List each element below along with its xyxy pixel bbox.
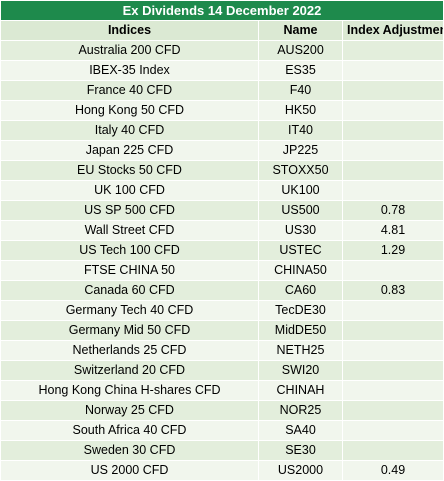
cell-adjustment: [341, 420, 444, 441]
cell-index: EU Stocks 50 CFD: [0, 160, 259, 181]
cell-adjustment: [341, 120, 444, 141]
table-row: US SP 500 CFD US500 0.78: [0, 200, 444, 221]
cell-name: CA60: [258, 280, 343, 301]
cell-index: Canada 60 CFD: [0, 280, 259, 301]
cell-name: NETH25: [258, 340, 343, 361]
table-row: US Tech 100 CFD USTEC 1.29: [0, 240, 444, 261]
cell-adjustment: [341, 100, 444, 121]
cell-adjustment: [341, 340, 444, 361]
table-row: Switzerland 20 CFD SWI20: [0, 360, 444, 381]
cell-adjustment: 1.29: [341, 240, 444, 261]
table-body: Australia 200 CFD AUS200 IBEX-35 Index ES3…: [0, 40, 444, 481]
cell-adjustment: [341, 400, 444, 421]
cell-name: US2000: [258, 460, 343, 481]
cell-name: CHINA50: [258, 260, 343, 281]
cell-adjustment: [341, 260, 444, 281]
cell-adjustment: 0.78: [341, 200, 444, 221]
cell-index: Wall Street CFD: [0, 220, 259, 241]
cell-name: AUS200: [258, 40, 343, 61]
cell-adjustment: 0.49: [341, 460, 444, 481]
table-row: Canada 60 CFD CA60 0.83: [0, 280, 444, 301]
cell-name: F40: [258, 80, 343, 101]
table-row: Norway 25 CFD NOR25: [0, 400, 444, 421]
cell-adjustment: [341, 80, 444, 101]
table-row: Wall Street CFD US30 4.81: [0, 220, 444, 241]
cell-index: Switzerland 20 CFD: [0, 360, 259, 381]
header-row: Indices Name Index Adjustment Points: [0, 20, 444, 41]
cell-index: Hong Kong China H-shares CFD: [0, 380, 259, 401]
table-title: Ex Dividends 14 December 2022: [0, 0, 444, 21]
cell-adjustment: [341, 180, 444, 201]
table-row: Germany Mid 50 CFD MidDE50: [0, 320, 444, 341]
cell-adjustment: [341, 160, 444, 181]
cell-adjustment: [341, 300, 444, 321]
cell-name: UK100: [258, 180, 343, 201]
cell-adjustment: [341, 380, 444, 401]
table-row: Australia 200 CFD AUS200: [0, 40, 444, 61]
cell-index: US Tech 100 CFD: [0, 240, 259, 261]
cell-adjustment: [341, 40, 444, 61]
table-row: Hong Kong China H-shares CFD CHINAH: [0, 380, 444, 401]
cell-index: UK 100 CFD: [0, 180, 259, 201]
cell-name: HK50: [258, 100, 343, 121]
cell-adjustment: [341, 320, 444, 341]
table-row: FTSE CHINA 50 CHINA50: [0, 260, 444, 281]
cell-name: NOR25: [258, 400, 343, 421]
table-row: Germany Tech 40 CFD TecDE30: [0, 300, 444, 321]
table-row: Japan 225 CFD JP225: [0, 140, 444, 161]
table-row: EU Stocks 50 CFD STOXX50: [0, 160, 444, 181]
cell-adjustment: [341, 60, 444, 81]
cell-index: Germany Mid 50 CFD: [0, 320, 259, 341]
cell-index: Hong Kong 50 CFD: [0, 100, 259, 121]
cell-index: Sweden 30 CFD: [0, 440, 259, 461]
cell-name: MidDE50: [258, 320, 343, 341]
cell-name: JP225: [258, 140, 343, 161]
table-row: South Africa 40 CFD SA40: [0, 420, 444, 441]
cell-name: TecDE30: [258, 300, 343, 321]
cell-adjustment: [341, 440, 444, 461]
cell-name: ES35: [258, 60, 343, 81]
header-name: Name: [258, 20, 343, 41]
cell-adjustment: 0.83: [341, 280, 444, 301]
table-row: France 40 CFD F40: [0, 80, 444, 101]
cell-name: CHINAH: [258, 380, 343, 401]
cell-name: SWI20: [258, 360, 343, 381]
cell-name: USTEC: [258, 240, 343, 261]
cell-index: FTSE CHINA 50: [0, 260, 259, 281]
table-row: Netherlands 25 CFD NETH25: [0, 340, 444, 361]
cell-index: France 40 CFD: [0, 80, 259, 101]
cell-index: Netherlands 25 CFD: [0, 340, 259, 361]
header-adjustment: Index Adjustment Points: [341, 20, 444, 41]
cell-name: US30: [258, 220, 343, 241]
table-row: UK 100 CFD UK100: [0, 180, 444, 201]
cell-index: Italy 40 CFD: [0, 120, 259, 141]
cell-name: STOXX50: [258, 160, 343, 181]
cell-name: SE30: [258, 440, 343, 461]
cell-adjustment: 4.81: [341, 220, 444, 241]
cell-name: IT40: [258, 120, 343, 141]
cell-index: Japan 225 CFD: [0, 140, 259, 161]
cell-index: Norway 25 CFD: [0, 400, 259, 421]
cell-index: Germany Tech 40 CFD: [0, 300, 259, 321]
cell-adjustment: [341, 360, 444, 381]
table-row: IBEX-35 Index ES35: [0, 60, 444, 81]
table-row: US 2000 CFD US2000 0.49: [0, 460, 444, 481]
cell-name: SA40: [258, 420, 343, 441]
cell-name: US500: [258, 200, 343, 221]
cell-index: South Africa 40 CFD: [0, 420, 259, 441]
cell-index: US SP 500 CFD: [0, 200, 259, 221]
cell-index: IBEX-35 Index: [0, 60, 259, 81]
header-indices: Indices: [0, 20, 259, 41]
cell-index: Australia 200 CFD: [0, 40, 259, 61]
table-row: Sweden 30 CFD SE30: [0, 440, 444, 461]
title-row: Ex Dividends 14 December 2022: [0, 0, 444, 21]
table-row: Hong Kong 50 CFD HK50: [0, 100, 444, 121]
cell-index: US 2000 CFD: [0, 460, 259, 481]
table-row: Italy 40 CFD IT40: [0, 120, 444, 141]
cell-adjustment: [341, 140, 444, 161]
